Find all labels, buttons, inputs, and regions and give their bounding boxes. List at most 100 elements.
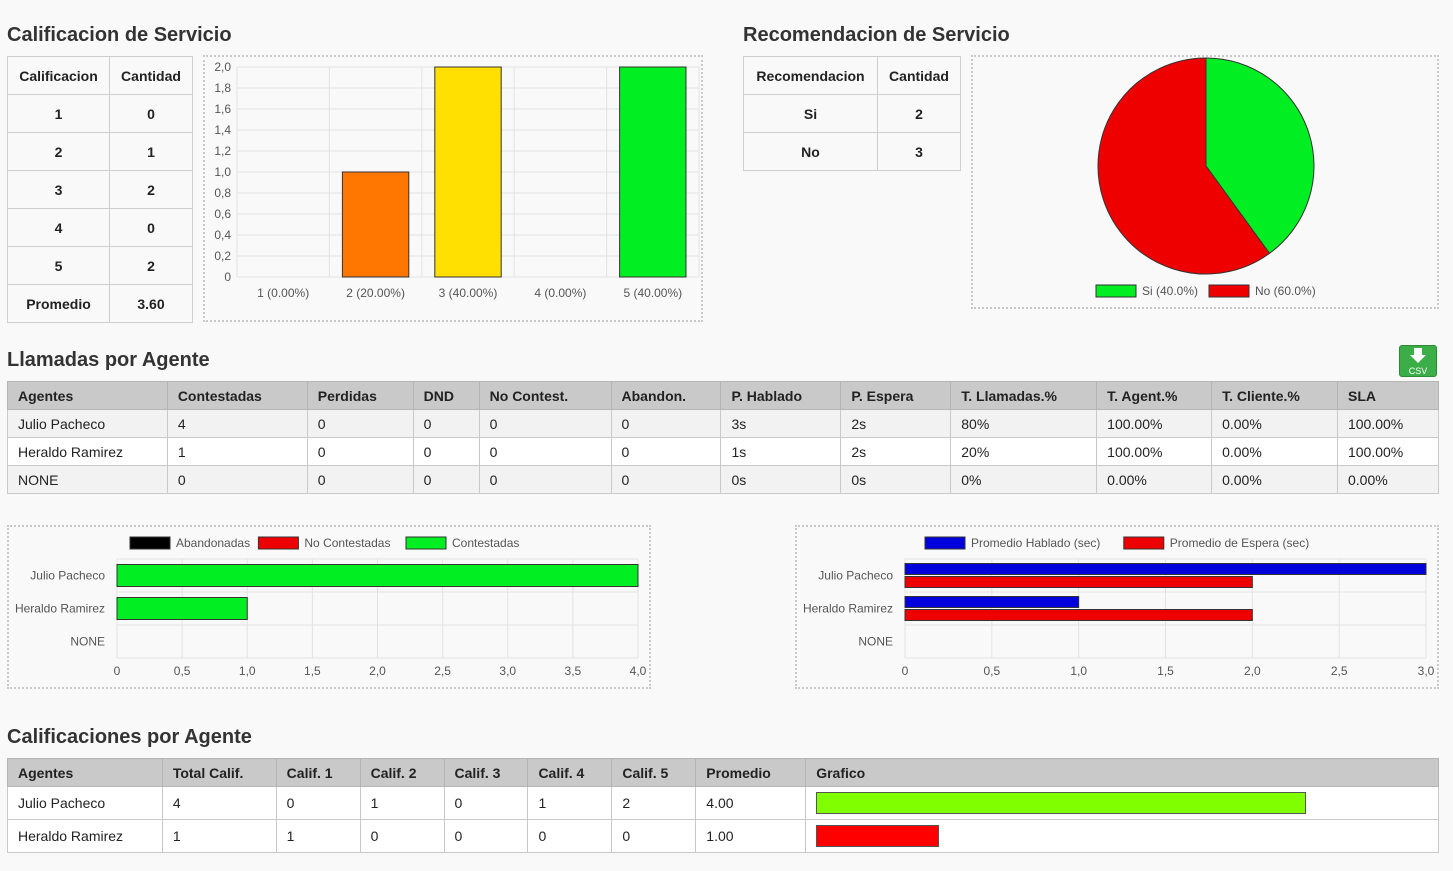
table-cell: 1s <box>720 437 842 466</box>
column-header[interactable]: P. Hablado <box>720 381 842 410</box>
column-header[interactable]: T. Cliente.% <box>1211 381 1338 410</box>
legend-swatch <box>129 536 171 550</box>
column-header[interactable]: Calif. 5 <box>611 758 697 787</box>
y-tick-label: NONE <box>70 635 105 649</box>
legend-label: Abandonadas <box>176 536 250 550</box>
column-header[interactable]: T. Llamadas.% <box>950 381 1098 410</box>
grafico-cell <box>805 786 1439 820</box>
table-cell: Heraldo Ramirez <box>7 819 163 853</box>
y-tick-label: NONE <box>858 635 893 649</box>
table-cell: 1.00 <box>695 819 807 853</box>
bar-promedio-de-espera-sec- <box>904 576 1253 588</box>
legend-label: No (60.0%) <box>1255 284 1316 298</box>
bar-contestadas <box>116 597 248 620</box>
calificacion-title: Calificacion de Servicio <box>7 24 232 46</box>
table-cell: 0 <box>478 437 612 466</box>
promedio-value: 3.60 <box>109 284 193 323</box>
calificacion-cell: 2 <box>7 132 110 171</box>
table-cell: 4 <box>166 409 308 438</box>
column-header[interactable]: Calif. 3 <box>443 758 529 787</box>
bar-contestadas <box>116 564 639 587</box>
table-cell: 3s <box>720 409 842 438</box>
table-cell: 0 <box>527 819 613 853</box>
legend-swatch <box>924 536 966 550</box>
cantidad-cell: 3 <box>877 132 961 171</box>
column-header[interactable]: Perdidas <box>306 381 414 410</box>
table-row: No 3 <box>743 132 961 171</box>
table-cell: 0 <box>443 786 529 820</box>
column-header[interactable]: DND <box>412 381 480 410</box>
table-cell: 1 <box>166 437 308 466</box>
table-cell: 1 <box>275 819 361 853</box>
llamadas-bar-chart: 0 0,5 1,0 1,5 2,0 2,5 3,0 3,5 4,0 Julio Pacheco He… <box>15 536 647 678</box>
column-header[interactable]: Grafico <box>805 758 1439 787</box>
column-header[interactable]: Contestadas <box>166 381 308 410</box>
column-header[interactable]: Total Calif. <box>161 758 277 787</box>
column-header[interactable]: Abandon. <box>610 381 722 410</box>
x-tick-label: 3,0 <box>1418 664 1435 678</box>
table-cell: 0s <box>720 465 842 494</box>
table-cell: Julio Pacheco <box>7 409 168 438</box>
legend-swatch <box>257 536 299 550</box>
table-cell: 0 <box>478 465 612 494</box>
column-header[interactable]: Calif. 2 <box>359 758 445 787</box>
y-tick-label: 1,6 <box>214 102 231 116</box>
x-tick-label: 2 (20.00%) <box>346 286 405 300</box>
x-tick-label: 2,5 <box>1331 664 1348 678</box>
cantidad-cell: 0 <box>109 208 193 247</box>
table-row: Julio Pacheco 4 0 0 0 0 3s 2s 80% 100.00% 0.00% 100… <box>7 409 1440 438</box>
recomendacion-pie-chart: Si (40.0%) No (60.0%) <box>1095 57 1316 298</box>
y-tick-label: 1,2 <box>214 144 231 158</box>
bar-calificacion-2 <box>341 171 410 278</box>
table-cell: 100.00% <box>1336 409 1440 438</box>
column-header[interactable]: Agentes <box>7 381 168 410</box>
legend-swatch <box>1123 536 1165 550</box>
column-header[interactable]: Calif. 1 <box>275 758 361 787</box>
table-cell: 2 <box>611 786 697 820</box>
legend-swatch <box>1208 284 1250 298</box>
x-tick-label: 1,5 <box>1157 664 1174 678</box>
cantidad-cell: 2 <box>109 246 193 285</box>
recomendacion-cell: No <box>743 132 878 171</box>
table-cell: 0 <box>275 786 361 820</box>
table-cell: 1 <box>161 819 277 853</box>
y-tick-label: 0,4 <box>214 228 231 242</box>
x-tick-label: 0 <box>114 664 121 678</box>
column-header[interactable]: Agentes <box>7 758 163 787</box>
column-header[interactable]: Promedio <box>695 758 807 787</box>
download-arrow-icon <box>1410 348 1426 363</box>
cantidad-cell: 2 <box>109 170 193 209</box>
table-cell: Julio Pacheco <box>7 786 163 820</box>
grafico-cell <box>805 819 1439 853</box>
x-tick-label: 3 (40.00%) <box>439 286 498 300</box>
table-cell: 0.00% <box>1211 437 1338 466</box>
table-cell: 0 <box>359 819 445 853</box>
x-tick-label: 1 (0.00%) <box>257 286 309 300</box>
table-cell: 0 <box>306 437 414 466</box>
table-cell: 0 <box>610 437 722 466</box>
table-cell: 0 <box>306 409 414 438</box>
column-header[interactable]: No Contest. <box>478 381 612 410</box>
y-tick-label: 1,8 <box>214 81 231 95</box>
y-tick-label: Heraldo Ramirez <box>803 602 893 616</box>
x-tick-label: 1,5 <box>304 664 321 678</box>
column-header[interactable]: Calif. 4 <box>527 758 613 787</box>
recomendacion-table: Recomendacion Cantidad Si 2 No 3 <box>743 56 961 171</box>
column-header[interactable]: T. Agent.% <box>1096 381 1213 410</box>
table-cell: 0 <box>611 819 697 853</box>
table-cell: 0.00% <box>1336 465 1440 494</box>
y-tick-label: 1,0 <box>214 165 231 179</box>
pie-slice-0 <box>1205 57 1315 255</box>
column-header[interactable]: SLA <box>1336 381 1440 410</box>
header-calificacion: Calificacion <box>7 56 110 95</box>
legend-label: Promedio de Espera (sec) <box>1170 536 1309 550</box>
table-cell: 80% <box>950 409 1098 438</box>
column-header[interactable]: P. Espera <box>840 381 952 410</box>
csv-download-button[interactable]: CSV <box>1399 345 1437 377</box>
cantidad-cell: 2 <box>877 94 961 133</box>
table-cell: 0 <box>166 465 308 494</box>
table-cell: 1 <box>359 786 445 820</box>
table-cell: 0 <box>306 465 414 494</box>
csv-label: CSV <box>1408 366 1428 376</box>
